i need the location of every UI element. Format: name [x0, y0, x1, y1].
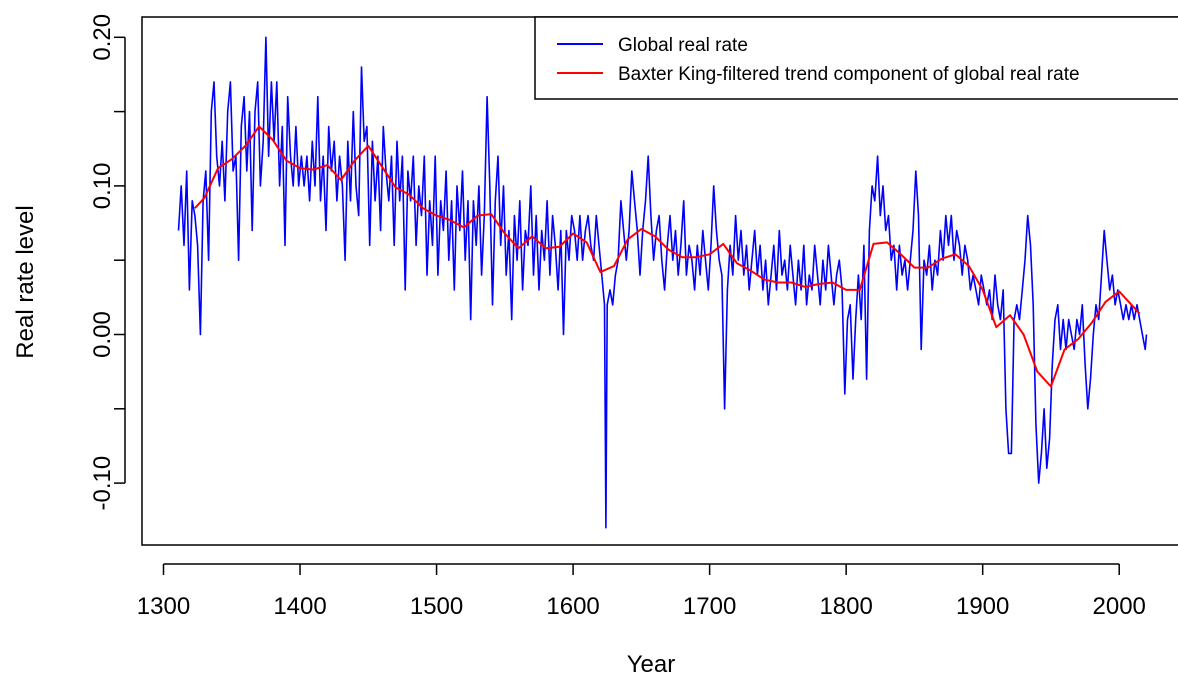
x-tick-label-2000: 2000	[1093, 593, 1146, 620]
axes-layer: 1300 1400 1500 1600 1700 1800 1900 2000 -0.10 0.0…	[89, 14, 1146, 620]
x-tick-label-1900: 1900	[956, 593, 1009, 620]
series-line-global-real-rate	[177, 36, 1148, 529]
legend-label-global-real-rate: Global real rate	[618, 35, 748, 56]
x-axis-title: Year	[627, 651, 676, 678]
y-axis-title: Real rate level	[12, 205, 39, 358]
legend: Global real rate Baxter King-filtered tr…	[534, 16, 1178, 100]
x-tick-label-1300: 1300	[137, 593, 190, 620]
y-tick-label: -0.10	[89, 456, 116, 511]
legend-label-trend: Baxter King-filtered trend component of …	[618, 64, 1080, 85]
x-tick-label-1500: 1500	[410, 593, 463, 620]
series-layer	[177, 36, 1148, 529]
y-tick-label: 0.20	[89, 14, 116, 61]
y-tick-label: 0.10	[89, 163, 116, 210]
x-tick-label-1800: 1800	[819, 593, 872, 620]
series-line-trend-component	[194, 125, 1141, 388]
y-tick-label: 0.00	[89, 311, 116, 358]
x-tick-label-1700: 1700	[683, 593, 736, 620]
x-tick-label-1600: 1600	[546, 593, 599, 620]
x-tick-label-1400: 1400	[273, 593, 326, 620]
legend-box	[534, 16, 1178, 100]
